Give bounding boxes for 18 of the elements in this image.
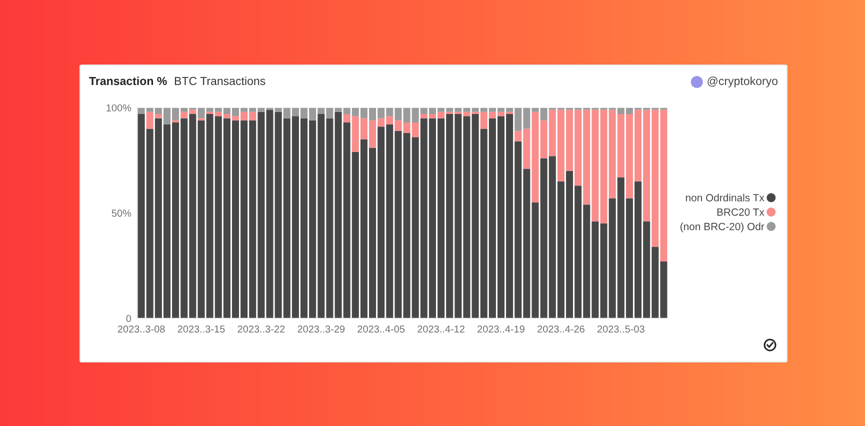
- x-tick-label: 2023..4-05: [358, 326, 405, 333]
- y-tick-label: 50%: [112, 210, 132, 217]
- text: @cryptokoryo: [708, 76, 778, 88]
- x-tick-label: 2023..3-22: [238, 326, 285, 333]
- legend-label: (non BRC-20) Odr: [680, 222, 764, 232]
- x-tick-label: 2023..3-15: [178, 326, 225, 333]
- y-tick-label: 100%: [106, 104, 132, 112]
- x-tick-label: 2023..3-08: [118, 326, 165, 333]
- x-tick-label: 2023..3-29: [298, 326, 345, 333]
- chart-title: Transaction %: [89, 76, 167, 86]
- x-tick-label: 2023..4-26: [538, 326, 584, 333]
- legend-label: non Odrdinals Tx: [686, 194, 764, 202]
- chart-subtitle: BTC Transactions: [174, 76, 266, 86]
- x-tick-label: 2023..4-12: [418, 326, 464, 333]
- x-tick-label: 2023..5-03: [597, 326, 644, 333]
- y-tick-label: 0: [126, 314, 132, 322]
- x-tick-label: 2023..4-19: [478, 326, 524, 333]
- legend-label: BRC20 Tx: [717, 208, 764, 216]
